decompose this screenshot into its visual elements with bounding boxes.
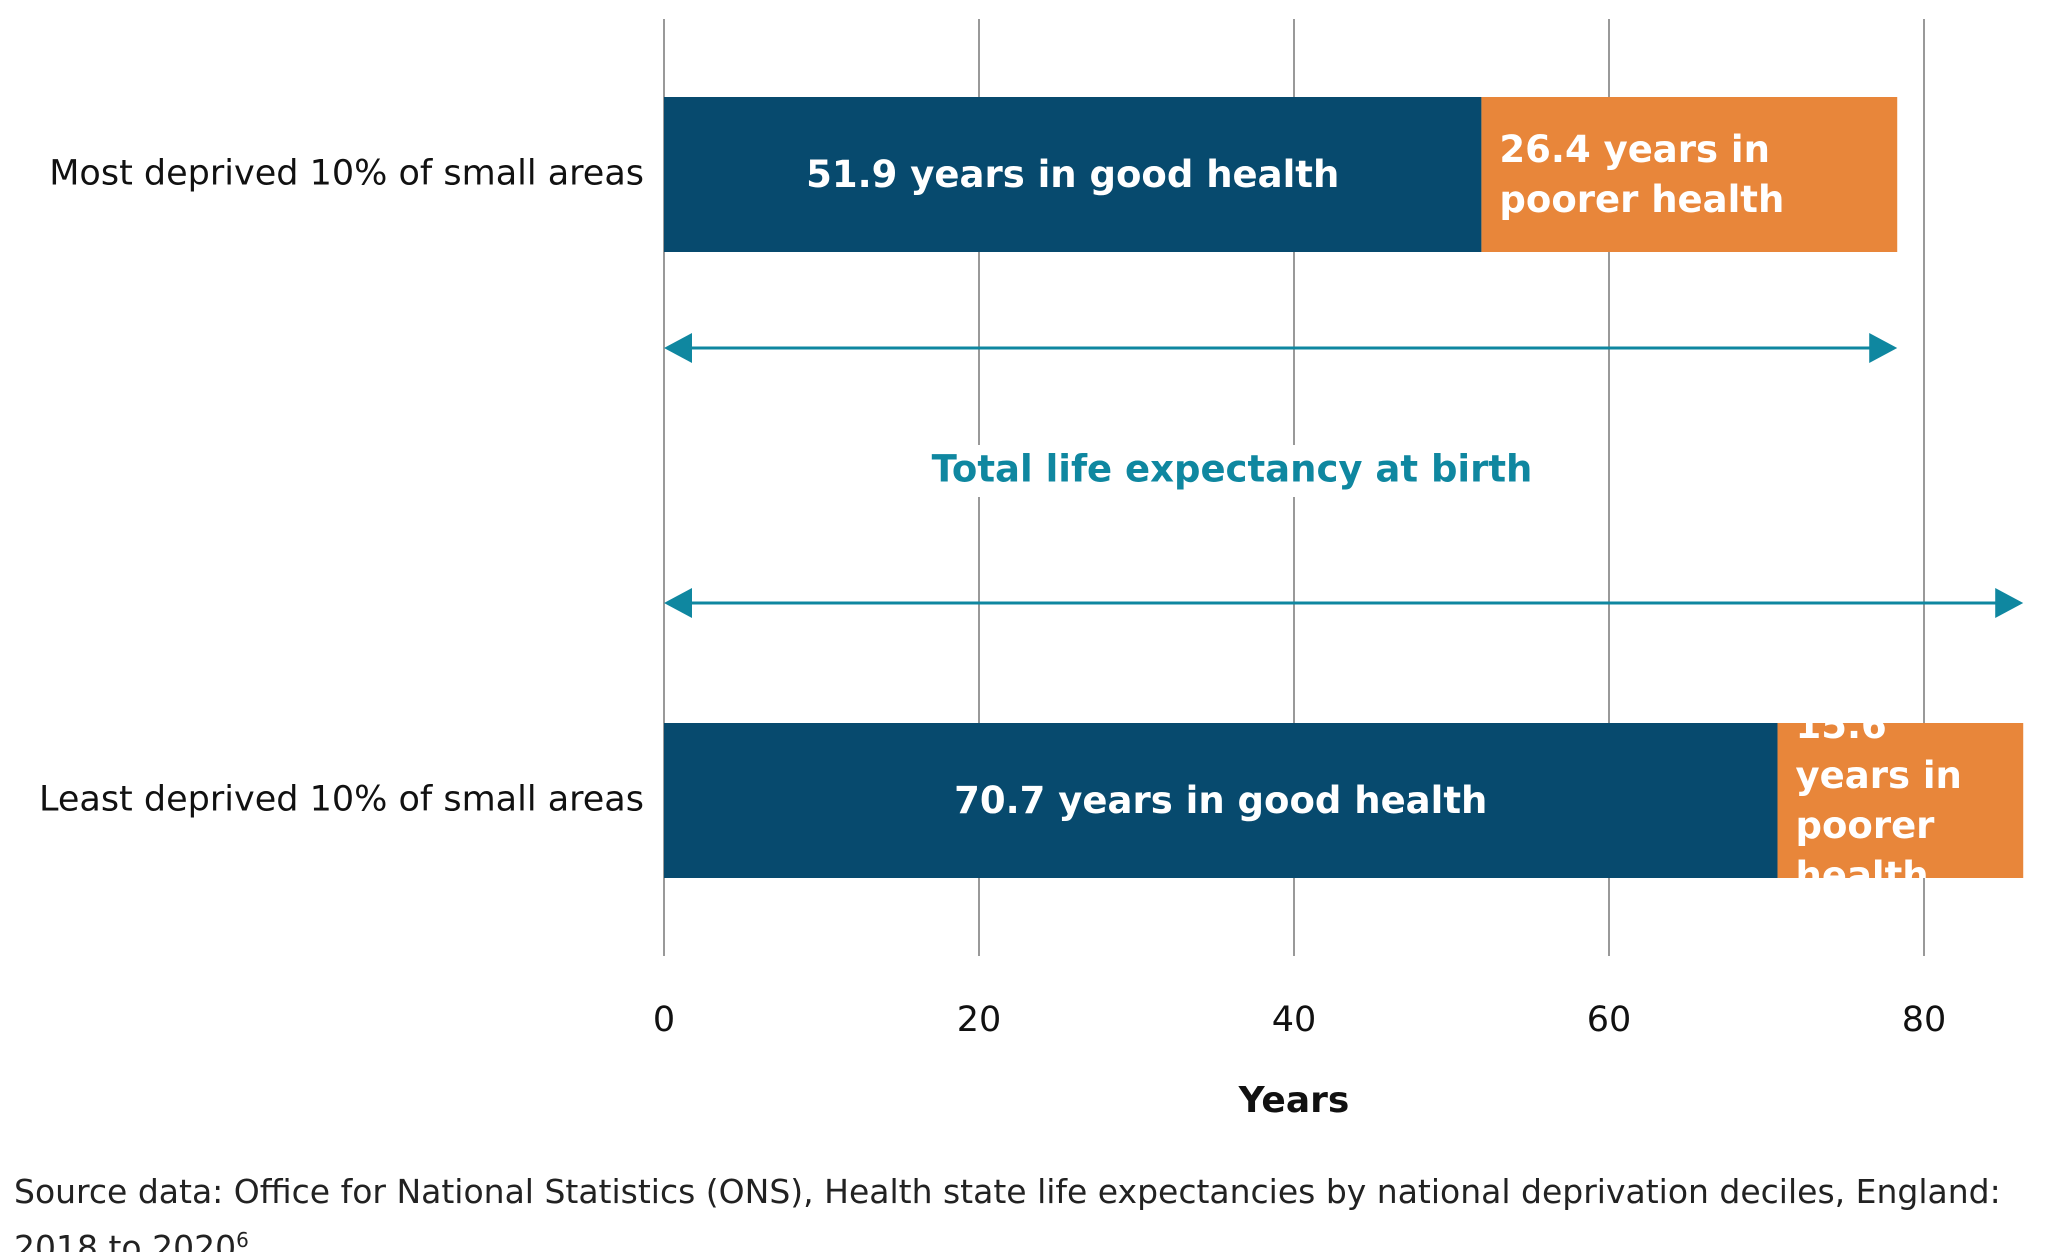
bar-segment [1481,97,1898,252]
bar-segment [664,723,1778,878]
category-label: Most deprived 10% of small areas [49,154,644,194]
x-tick-label: 0 [653,1000,675,1040]
arrow-head [664,333,692,363]
arrow-head [1869,333,1898,363]
x-tick-label: 40 [1272,1000,1317,1040]
bar-segment [664,97,1482,252]
source-text: Source data: Office for National Statist… [14,1172,2001,1252]
segment-label-box: 26.4 years in poorer health [1499,127,1785,221]
chart: 0 20 40 60 80 Years Most deprived 10% of small… [39,19,2024,1121]
segment-label: 51.9 years in good health [806,152,1340,196]
annotation-bg [950,445,1520,497]
x-tick-label: 80 [1902,1000,1947,1040]
segment-label: 15.6 years in poorer health [1795,723,1962,878]
segment-label-box: 70.7 years in good health [954,778,1488,822]
segment-label: 26.4 years in poorer health [1499,127,1785,221]
arrow-head [664,588,692,618]
x-tick-label: 20 [957,1000,1002,1040]
annotation: Total life expectancy at birth [932,448,1533,491]
segment-label: 70.7 years in good health [954,778,1488,822]
x-tick-label: 60 [1587,1000,1632,1040]
x-axis-label: Years [1238,1080,1350,1121]
segment-label-box: 51.9 years in good health [806,152,1340,196]
bar-segment [1777,723,2024,878]
category-label: Least deprived 10% of small areas [39,780,644,820]
footnote-marker: 6 [236,1228,249,1252]
arrow-head [1995,588,2024,618]
source-note: Source data: Office for National Statist… [14,1168,2004,1252]
segment-label-box: 15.6 years in poorer health [1795,723,1962,878]
